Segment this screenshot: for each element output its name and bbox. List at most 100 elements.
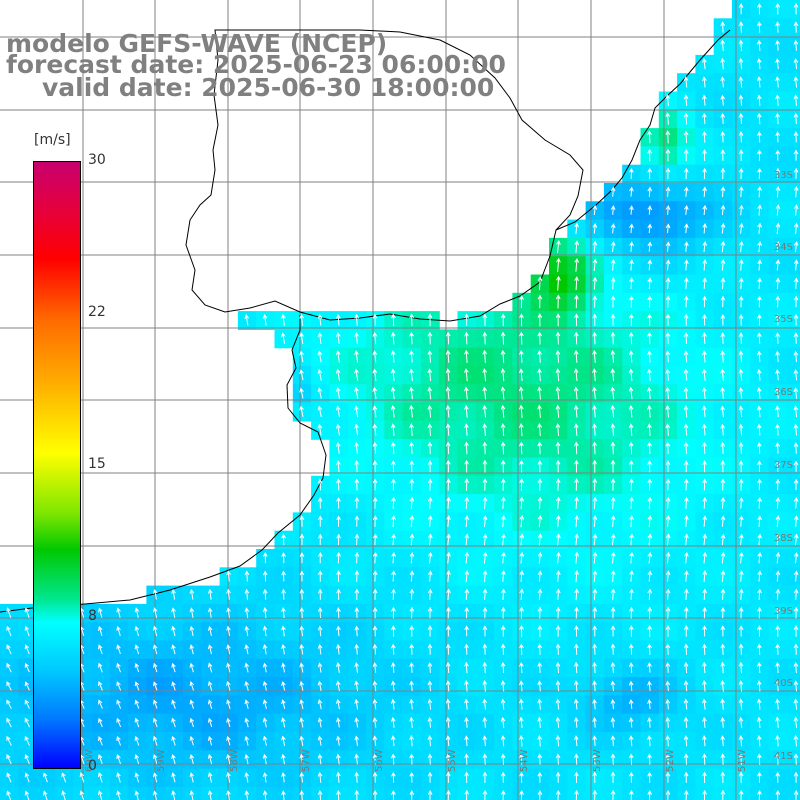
wind-arrow (299, 533, 305, 546)
wind-arrow (519, 624, 524, 637)
wind-arrow (775, 716, 780, 729)
wind-arrow (372, 368, 378, 381)
wind-arrow (793, 76, 799, 88)
wind-arrow (793, 423, 799, 436)
wind-arrow (702, 606, 707, 619)
wind-arrow (244, 625, 250, 637)
latitude-label: 37S (774, 460, 793, 471)
wind-arrow (555, 789, 561, 800)
wind-arrow (445, 771, 451, 783)
wind-arrow (573, 349, 579, 363)
wind-arrow (372, 606, 378, 619)
wind-arrow (482, 459, 488, 473)
wind-arrow (409, 423, 414, 436)
wind-arrow (610, 771, 616, 784)
wind-arrow (519, 551, 525, 564)
wind-arrow (409, 533, 415, 546)
wind-arrow (317, 515, 323, 527)
wind-arrow (665, 662, 671, 673)
wind-arrow (610, 313, 616, 326)
wind-arrow (409, 551, 415, 564)
wind-arrow (702, 533, 708, 546)
longitude-label: 57W (301, 749, 312, 772)
wind-arrow (299, 790, 305, 800)
wind-arrow (775, 680, 780, 692)
wind-arrow (738, 735, 744, 747)
longitude-label: 52W (665, 749, 676, 772)
wind-arrow (299, 753, 304, 765)
wind-arrow (702, 295, 707, 308)
wind-arrow (555, 551, 561, 564)
wind-arrow (281, 570, 286, 582)
wind-arrow (738, 588, 744, 601)
wind-arrow (555, 643, 561, 655)
wind-arrow (610, 386, 616, 400)
wind-arrow (775, 551, 781, 564)
wind-arrow (628, 625, 634, 637)
wind-arrow (354, 478, 360, 491)
wind-arrow (592, 258, 598, 272)
wind-arrow (720, 478, 726, 491)
wind-arrow (281, 680, 286, 691)
wind-arrow (152, 772, 158, 783)
wind-arrow (427, 661, 433, 673)
wind-arrow (171, 625, 176, 637)
wind-arrow (336, 478, 341, 491)
wind-arrow (702, 460, 707, 473)
wind-arrow (336, 607, 341, 619)
wind-arrow (793, 387, 799, 399)
wind-arrow (738, 350, 744, 363)
wind-arrow (555, 588, 561, 601)
wind-arrow (757, 259, 762, 271)
wind-arrow (720, 131, 726, 143)
wind-arrow (335, 332, 341, 345)
wind-arrow (464, 606, 470, 619)
wind-arrow (756, 39, 762, 51)
wind-arrow (628, 350, 634, 363)
wind-arrow (336, 717, 341, 728)
wind-arrow (372, 460, 378, 473)
wind-arrow (244, 717, 250, 728)
wind-arrow (720, 515, 726, 527)
wind-arrow (336, 533, 341, 546)
wind-arrow (720, 716, 726, 728)
wind-arrow (391, 570, 396, 582)
longitude-label: 51W (737, 749, 748, 772)
wind-arrow (372, 515, 378, 527)
wind-arrow (720, 753, 726, 765)
wind-arrow (482, 368, 488, 382)
wind-arrow (116, 772, 121, 783)
wind-cell (274, 786, 294, 800)
wind-arrow (610, 717, 616, 728)
wind-arrow (574, 496, 579, 509)
wind-arrow (317, 313, 323, 326)
wind-arrow (683, 386, 689, 400)
wind-arrow (445, 404, 451, 418)
wind-arrow (134, 772, 140, 783)
wind-arrow (775, 94, 780, 106)
wind-arrow (738, 643, 744, 655)
wind-arrow (171, 754, 176, 765)
wind-arrow (226, 644, 231, 655)
wind-arrow (738, 698, 744, 710)
wind-arrow (500, 331, 506, 345)
wind-arrow (207, 680, 213, 691)
wind-arrow (610, 643, 616, 655)
wind-arrow (6, 735, 12, 746)
wind-arrow (592, 717, 597, 728)
wind-arrow (720, 240, 726, 253)
wind-arrow (427, 404, 433, 418)
wind-arrow (537, 606, 543, 619)
wind-arrow (207, 717, 213, 728)
wind-arrow (775, 753, 781, 765)
wind-arrow (152, 625, 158, 637)
wind-arrow (391, 496, 396, 509)
wind-arrow (555, 771, 561, 783)
wind-arrow (518, 422, 524, 437)
wind-arrow (610, 223, 616, 234)
wind-arrow (757, 185, 762, 198)
wind-arrow (409, 771, 415, 783)
wind-arrow (445, 643, 451, 655)
wind-arrow (226, 735, 231, 746)
wind-arrow (775, 734, 780, 747)
